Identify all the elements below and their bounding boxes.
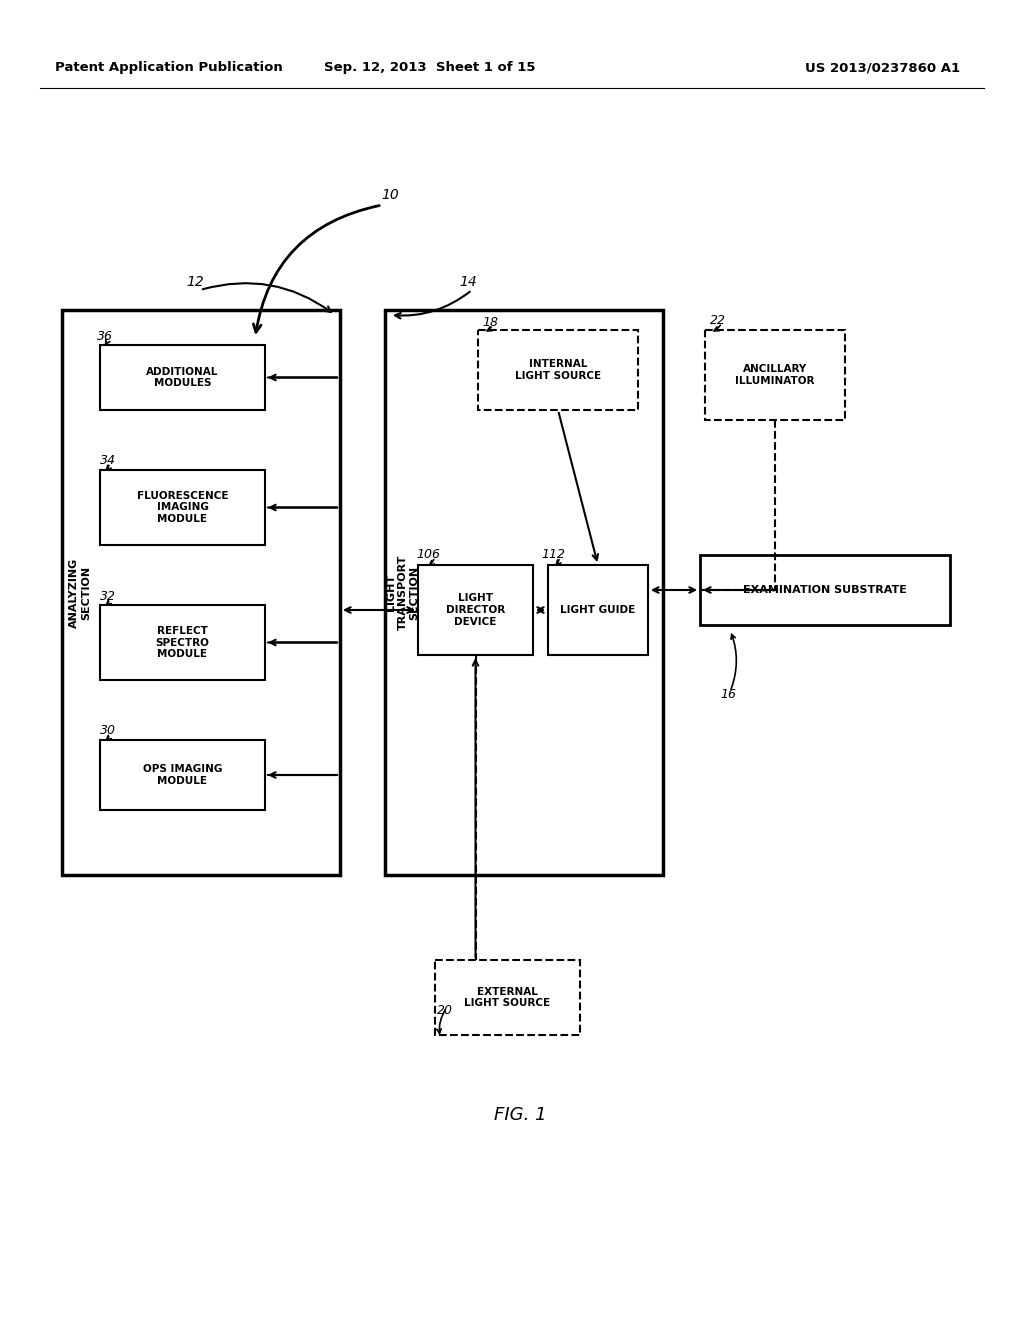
Text: 112: 112: [541, 548, 565, 561]
Bar: [62, 310, 340, 875]
Text: 10: 10: [381, 187, 399, 202]
Bar: [100, 741, 265, 810]
Text: 34: 34: [100, 454, 116, 466]
Text: US 2013/0237860 A1: US 2013/0237860 A1: [805, 62, 961, 74]
Text: 16: 16: [720, 689, 736, 701]
Bar: [100, 470, 265, 545]
Text: LIGHT GUIDE: LIGHT GUIDE: [560, 605, 636, 615]
Text: ADDITIONAL
MODULES: ADDITIONAL MODULES: [146, 367, 219, 388]
Text: 106: 106: [416, 548, 440, 561]
Text: LIGHT
DIRECTOR
DEVICE: LIGHT DIRECTOR DEVICE: [445, 594, 505, 627]
Bar: [100, 605, 265, 680]
Text: EXTERNAL
LIGHT SOURCE: EXTERNAL LIGHT SOURCE: [465, 987, 551, 1008]
Text: Sep. 12, 2013  Sheet 1 of 15: Sep. 12, 2013 Sheet 1 of 15: [325, 62, 536, 74]
Bar: [418, 565, 534, 655]
Text: REFLECT
SPECTRO
MODULE: REFLECT SPECTRO MODULE: [156, 626, 210, 659]
Text: 14: 14: [459, 275, 477, 289]
Text: ANCILLARY
ILLUMINATOR: ANCILLARY ILLUMINATOR: [735, 364, 815, 385]
Text: EXAMINATION SUBSTRATE: EXAMINATION SUBSTRATE: [743, 585, 907, 595]
Text: Patent Application Publication: Patent Application Publication: [55, 62, 283, 74]
Text: 36: 36: [97, 330, 113, 342]
Bar: [435, 960, 580, 1035]
Bar: [385, 310, 663, 875]
Text: FIG. 1: FIG. 1: [494, 1106, 547, 1125]
Text: 20: 20: [437, 1003, 453, 1016]
Text: 30: 30: [100, 725, 116, 738]
Bar: [100, 345, 265, 411]
Text: INTERNAL
LIGHT SOURCE: INTERNAL LIGHT SOURCE: [515, 359, 601, 380]
Text: OPS IMAGING
MODULE: OPS IMAGING MODULE: [142, 764, 222, 785]
Text: 12: 12: [186, 275, 204, 289]
Text: 18: 18: [482, 315, 498, 329]
Text: LIGHT
TRANSPORT
SECTION: LIGHT TRANSPORT SECTION: [386, 554, 420, 630]
Bar: [548, 565, 648, 655]
Text: FLUORESCENCE
IMAGING
MODULE: FLUORESCENCE IMAGING MODULE: [137, 491, 228, 524]
Text: 22: 22: [710, 314, 726, 326]
Bar: [700, 554, 950, 624]
Text: ANALYZING
SECTION: ANALYZING SECTION: [70, 557, 91, 627]
Text: 32: 32: [100, 590, 116, 602]
Bar: [478, 330, 638, 411]
Bar: [705, 330, 845, 420]
